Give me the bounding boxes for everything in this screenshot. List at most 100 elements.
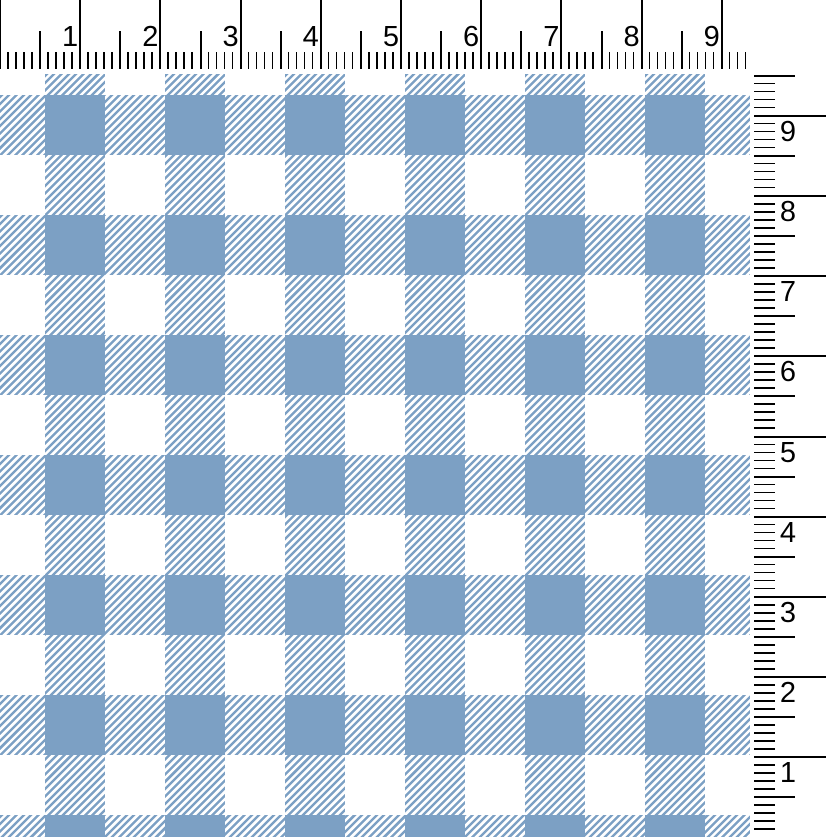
ruler-tick — [754, 515, 826, 518]
ruler-tick — [754, 748, 775, 750]
ruler-tick — [754, 267, 775, 269]
ruler-label: 1 — [779, 757, 797, 790]
gingham-solid-square — [285, 695, 345, 755]
ruler-tick — [95, 52, 97, 69]
ruler-tick — [754, 603, 775, 606]
ruler-tick — [400, 0, 402, 69]
gingham-solid-square — [645, 335, 705, 395]
ruler-tick — [199, 31, 202, 69]
ruler-tick — [351, 52, 354, 69]
ruler-tick — [754, 427, 775, 430]
ruler-tick — [231, 52, 234, 69]
ruler-tick — [754, 459, 775, 462]
ruler-tick — [754, 668, 775, 670]
ruler-tick — [648, 52, 651, 69]
ruler-tick — [736, 52, 739, 69]
gingham-solid-square — [165, 95, 225, 155]
ruler-tick — [207, 52, 210, 69]
gingham-solid-square — [525, 215, 585, 275]
ruler-tick — [754, 235, 795, 237]
ruler-tick — [754, 146, 775, 149]
ruler-tick — [263, 52, 266, 69]
ruler-tick — [754, 579, 775, 582]
ruler-tick — [480, 0, 483, 69]
ruler-tick — [754, 740, 775, 742]
ruler-tick — [568, 52, 570, 69]
gingham-solid-square — [285, 215, 345, 275]
ruler-tick — [754, 339, 775, 341]
ruler-tick — [754, 483, 775, 486]
ruler-tick — [39, 31, 42, 69]
ruler-tick — [754, 820, 775, 823]
ruler-tick — [63, 52, 65, 69]
ruler-tick — [754, 178, 775, 181]
ruler-tick — [375, 52, 378, 69]
ruler-tick — [271, 52, 274, 69]
ruler-tick — [754, 724, 775, 726]
ruler-tick — [472, 52, 474, 69]
ruler-tick — [424, 52, 426, 69]
ruler-tick — [754, 547, 775, 550]
ruler-tick — [335, 52, 338, 69]
ruler-tick — [754, 499, 775, 502]
gingham-solid-square — [45, 95, 105, 155]
gingham-solid-square — [525, 335, 585, 395]
ruler-tick — [754, 291, 775, 293]
ruler-tick — [119, 31, 122, 69]
gingham-horizontal-stripe — [0, 455, 750, 515]
top-ruler: 1 2 3 4 5 6 7 8 9 — [0, 0, 752, 70]
ruler-tick — [754, 523, 775, 526]
gingham-solid-square — [45, 335, 105, 395]
gingham-solid-square — [405, 335, 465, 395]
ruler-tick — [754, 363, 775, 365]
ruler-tick — [754, 283, 775, 285]
ruler-tick — [754, 812, 775, 815]
ruler-tick — [754, 539, 775, 542]
ruler-tick — [159, 0, 162, 69]
ruler-tick — [15, 52, 17, 69]
gingham-solid-square — [645, 815, 705, 837]
ruler-tick — [754, 828, 775, 831]
ruler-tick — [640, 0, 643, 69]
ruler-tick — [7, 52, 9, 69]
ruler-tick — [754, 619, 775, 622]
gingham-solid-square — [645, 695, 705, 755]
ruler-tick — [608, 52, 611, 69]
gingham-solid-square — [405, 575, 465, 635]
ruler-tick — [754, 90, 775, 93]
ruler-tick — [754, 611, 775, 614]
ruler-tick — [247, 52, 250, 69]
ruler-tick — [135, 52, 137, 69]
ruler-tick — [754, 323, 775, 325]
ruler-tick — [754, 627, 775, 630]
ruler-tick — [754, 154, 795, 157]
ruler-tick — [754, 796, 795, 799]
ruler-tick — [754, 708, 775, 710]
ruler-tick — [754, 355, 826, 358]
ruler-tick — [496, 52, 498, 69]
ruler-tick — [754, 660, 775, 662]
ruler-tick — [616, 52, 619, 69]
ruler-tick — [696, 52, 699, 69]
ruler-tick — [754, 162, 775, 165]
ruler-tick — [754, 251, 775, 253]
ruler-tick — [151, 52, 153, 69]
ruler-tick — [754, 684, 775, 686]
ruler-tick — [720, 0, 723, 69]
ruler-tick — [754, 379, 775, 381]
ruler-tick — [754, 507, 775, 510]
ruler-label: 3 — [222, 21, 239, 53]
ruler-tick — [754, 732, 775, 734]
gingham-solid-square — [285, 455, 345, 515]
ruler-tick — [754, 788, 775, 790]
ruler-tick — [440, 31, 443, 69]
gingham-horizontal-stripe — [0, 215, 750, 275]
ruler-tick — [754, 98, 775, 101]
ruler-tick — [71, 52, 73, 69]
ruler-tick — [31, 52, 33, 69]
gingham-solid-square — [645, 215, 705, 275]
ruler-tick — [520, 31, 523, 69]
gingham-solid-square — [285, 95, 345, 155]
ruler-tick — [712, 52, 715, 69]
ruler-tick — [754, 676, 826, 679]
